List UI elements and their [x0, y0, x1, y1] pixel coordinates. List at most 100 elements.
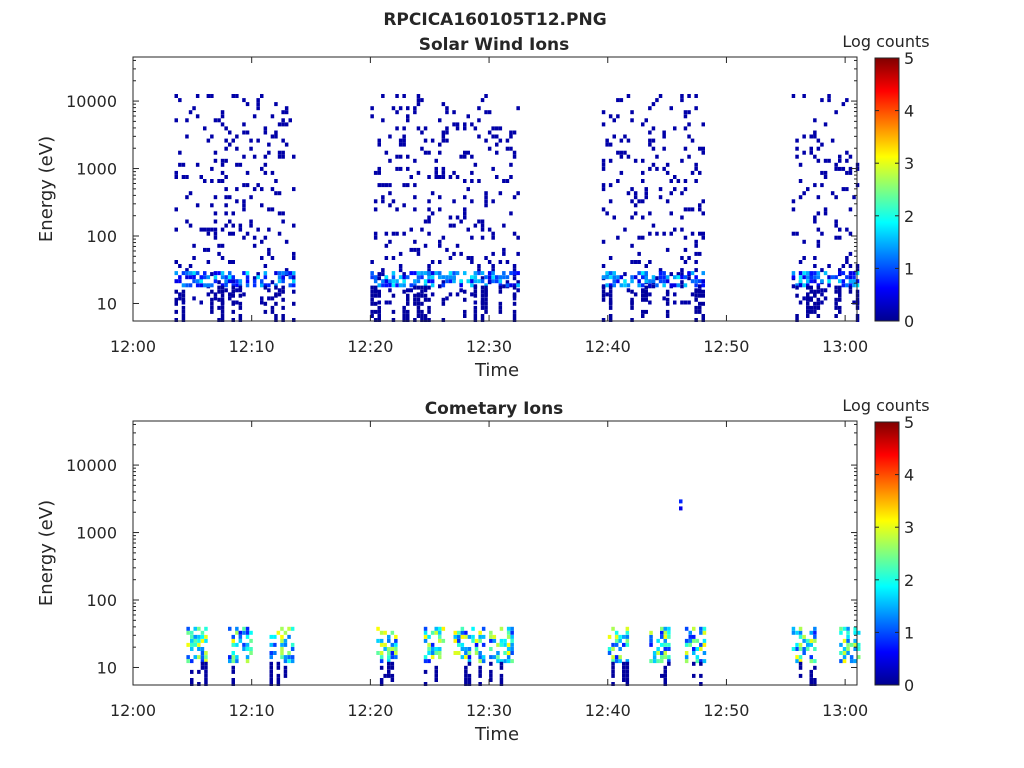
- heatmap-cell: [383, 642, 387, 647]
- heatmap-cell: [655, 154, 659, 159]
- heatmap-cell: [270, 256, 275, 260]
- heatmap-cell: [453, 630, 457, 635]
- heatmap-cell: [601, 122, 606, 127]
- heatmap-cell: [848, 166, 853, 171]
- heatmap-cell: [662, 231, 666, 236]
- heatmap-cell: [608, 158, 613, 163]
- heatmap-cell: [798, 195, 803, 200]
- heatmap-cell: [820, 98, 824, 103]
- heatmap-cell: [283, 642, 288, 647]
- heatmap-cell: [220, 122, 225, 127]
- heatmap-cell: [680, 272, 684, 277]
- heatmap-cell: [178, 279, 182, 284]
- heatmap-cell: [648, 260, 652, 264]
- heatmap-cell: [235, 94, 239, 98]
- heatmap-cell: [277, 150, 282, 155]
- heatmap-cell: [260, 239, 264, 244]
- heatmap-cell: [791, 626, 796, 631]
- heatmap-cell: [834, 314, 838, 318]
- heatmap-cell: [853, 647, 857, 651]
- heatmap-cell: [181, 271, 186, 276]
- heatmap-cell: [200, 655, 205, 660]
- heatmap-cell: [637, 271, 641, 276]
- heatmap-cell: [427, 215, 431, 220]
- heatmap-cell: [683, 146, 688, 151]
- heatmap-cell: [406, 314, 410, 318]
- heatmap-cell: [506, 630, 511, 635]
- heatmap-cell: [213, 158, 218, 163]
- heatmap-cell: [625, 659, 630, 664]
- heatmap-cell: [195, 114, 200, 119]
- heatmap-cell: [816, 146, 821, 151]
- heatmap-cell: [813, 275, 817, 280]
- heatmap-cell: [694, 166, 698, 171]
- heatmap-cell: [273, 642, 277, 647]
- heatmap-cell: [690, 292, 695, 297]
- heatmap-cell: [480, 219, 485, 224]
- heatmap-cell: [491, 268, 495, 273]
- heatmap-cell: [235, 187, 239, 192]
- heatmap-cell: [848, 289, 853, 294]
- heatmap-cell: [406, 297, 410, 302]
- heatmap-cell: [509, 162, 513, 167]
- heatmap-cell: [641, 179, 645, 183]
- heatmap-cell: [373, 235, 378, 240]
- heatmap-cell: [806, 642, 810, 647]
- heatmap-cell: [487, 227, 492, 232]
- heatmap-cell: [434, 651, 438, 655]
- heatmap-cell: [512, 268, 517, 273]
- heatmap-cell: [802, 275, 806, 280]
- heatmap-cell: [245, 271, 250, 276]
- heatmap-cell: [420, 314, 424, 318]
- heatmap-cell: [487, 260, 492, 264]
- heatmap-cell: [834, 301, 838, 306]
- heatmap-cell: [512, 301, 517, 306]
- heatmap-cell: [200, 665, 205, 670]
- heatmap-cell: [641, 293, 645, 298]
- heatmap-cell: [484, 289, 488, 294]
- heatmap-cell: [641, 314, 645, 318]
- heatmap-cell: [384, 256, 389, 260]
- heatmap-cell: [190, 647, 194, 651]
- heatmap-cell: [512, 231, 517, 236]
- heatmap-cell: [612, 275, 616, 280]
- heatmap-cell: [798, 673, 803, 678]
- heatmap-cell: [287, 655, 291, 660]
- heatmap-cell: [806, 647, 810, 651]
- heatmap-cell: [409, 288, 413, 293]
- heatmap-cell: [695, 659, 700, 664]
- heatmap-cell: [260, 187, 264, 192]
- heatmap-cell: [809, 279, 813, 284]
- heatmap-cell: [680, 256, 684, 260]
- x-tick-label: 12:50: [703, 337, 749, 356]
- heatmap-cell: [260, 296, 264, 301]
- heatmap-cell: [834, 162, 838, 167]
- heatmap-cell: [217, 280, 221, 285]
- heatmap-cell: [838, 227, 842, 232]
- heatmap-cell: [402, 126, 406, 131]
- heatmap-cell: [441, 102, 446, 107]
- heatmap-cell: [611, 682, 615, 686]
- heatmap-cell: [390, 661, 395, 666]
- heatmap-cell: [816, 239, 821, 244]
- heatmap-cell: [185, 195, 189, 200]
- heatmap-cell: [663, 651, 667, 655]
- heatmap-cell: [791, 284, 796, 289]
- heatmap-cell: [813, 647, 817, 651]
- heatmap-cell: [210, 309, 214, 314]
- heatmap-cell: [684, 642, 689, 647]
- heatmap-cell: [660, 626, 664, 631]
- heatmap-cell: [477, 264, 481, 268]
- heatmap-cell: [855, 297, 860, 302]
- heatmap-cell: [648, 231, 652, 236]
- heatmap-cell: [390, 655, 395, 660]
- heatmap-cell: [398, 106, 403, 111]
- heatmap-cell: [242, 154, 246, 159]
- heatmap-cell: [438, 638, 442, 643]
- heatmap-cell: [813, 626, 817, 631]
- heatmap-cell: [694, 243, 698, 248]
- heatmap-cell: [231, 275, 235, 280]
- heatmap-cell: [820, 300, 824, 305]
- heatmap-cell: [655, 276, 659, 281]
- heatmap-cell: [263, 170, 268, 175]
